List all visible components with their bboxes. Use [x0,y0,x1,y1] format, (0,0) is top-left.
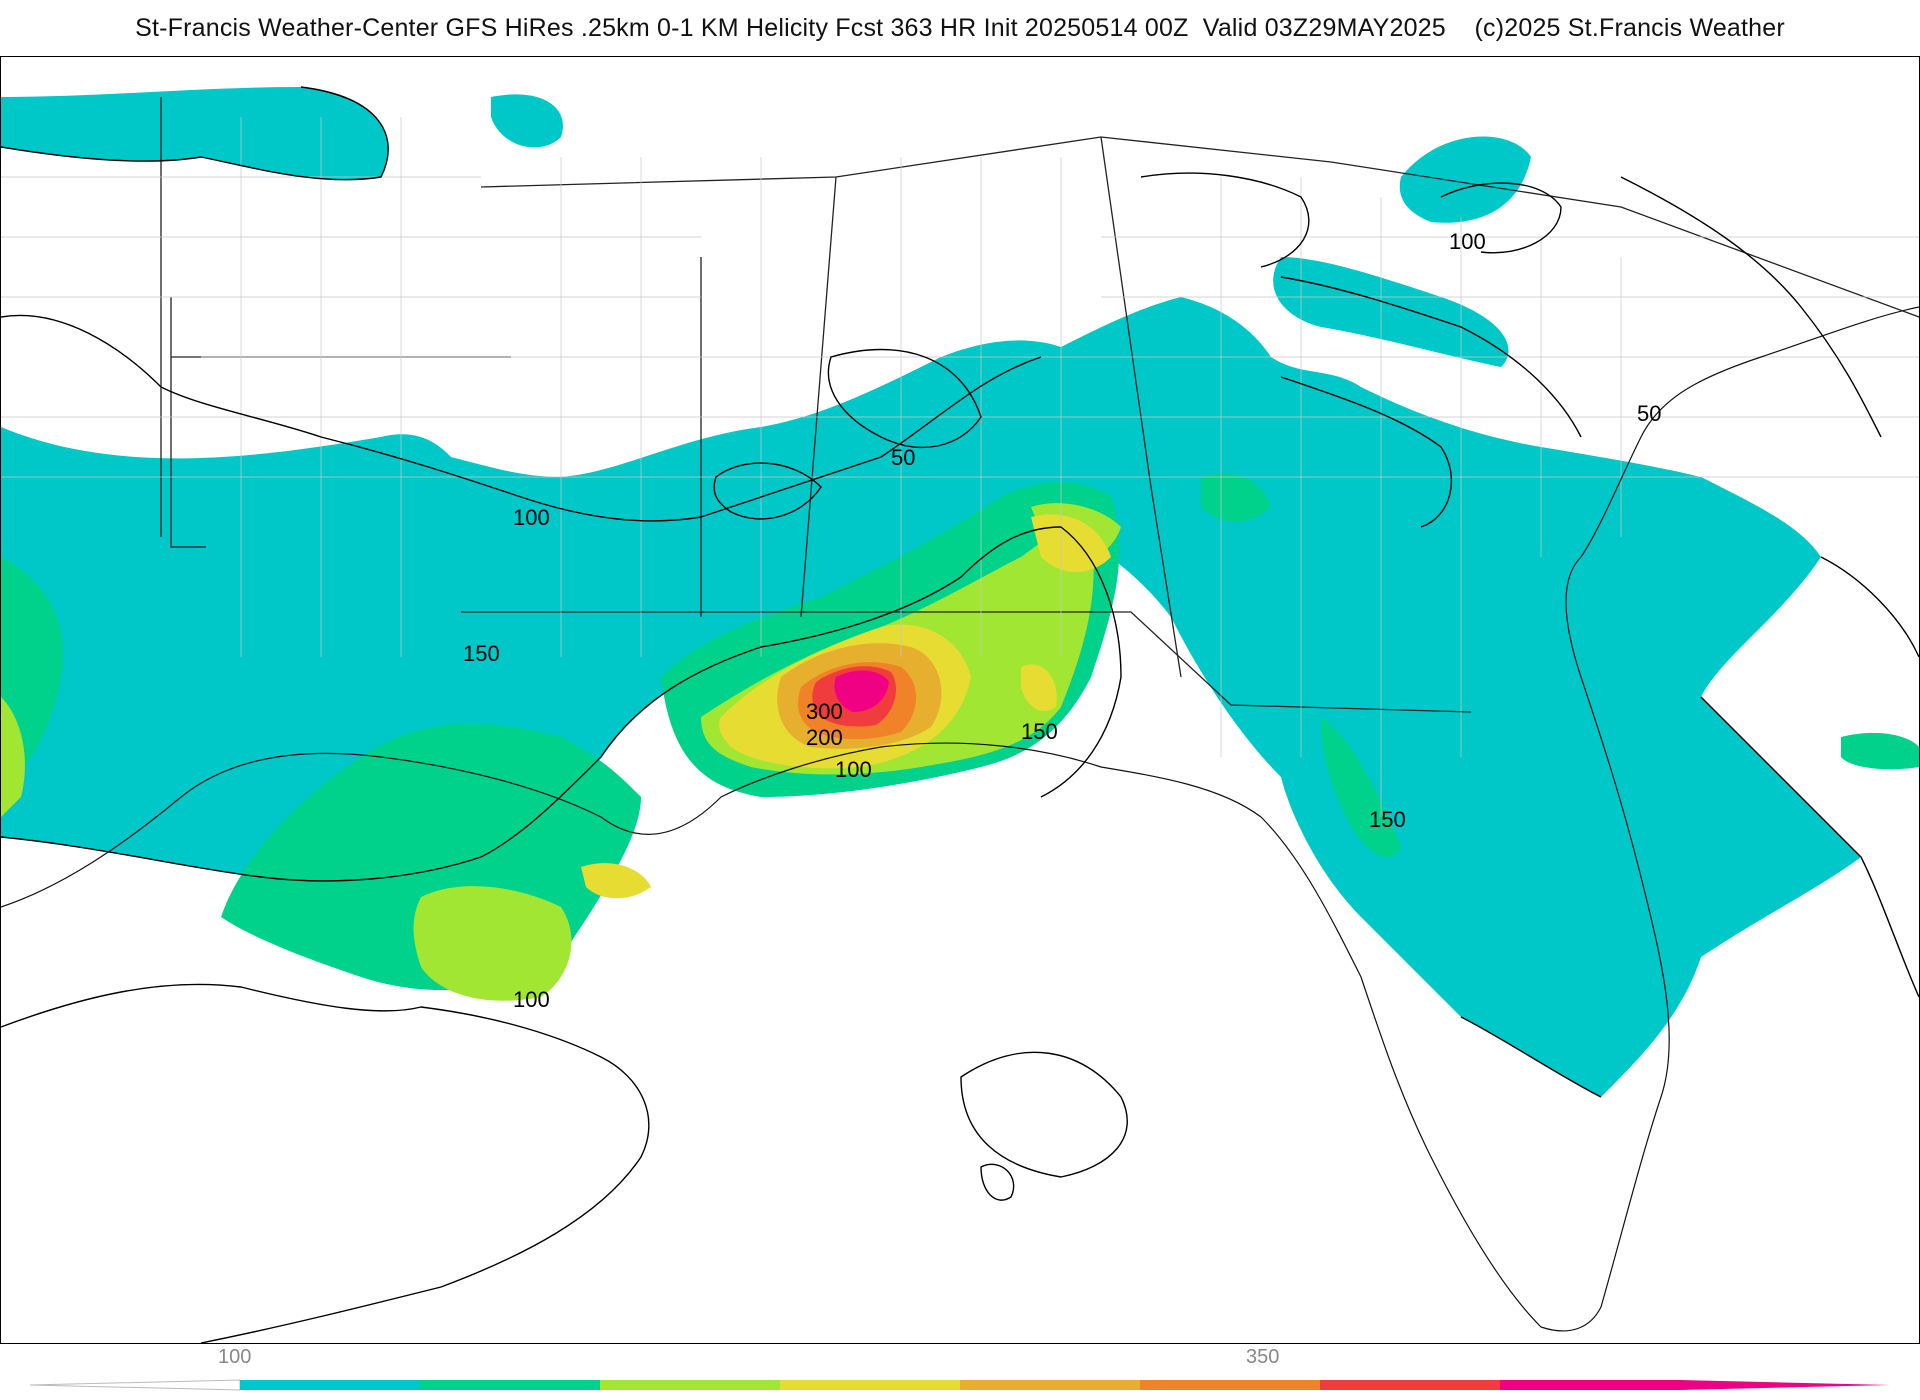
colorbar-segment [1500,1380,1681,1390]
contour-label: 50 [1637,401,1661,426]
colorbar-high-arrow [1680,1380,1890,1390]
contour-label: 100 [513,505,550,530]
contour-label: 100 [513,987,550,1012]
contour-label: 100 [835,757,872,782]
colorbar [30,1379,1890,1391]
colorbar-low-arrow [30,1379,241,1391]
colorbar-segment [600,1380,781,1390]
colorbar-segment [240,1380,421,1390]
county-lines [1,117,1919,817]
contour-label: 150 [463,641,500,666]
contour-labels: 50 50 100 100 100 100 150 150 150 200 30… [463,229,1661,1012]
colorbar-segment [960,1380,1141,1390]
colorbar-segment [420,1380,601,1390]
contour-label: 150 [1021,719,1058,744]
helicity-contours [1,86,1919,1343]
colorbar-segment [780,1380,961,1390]
colorbar-segments [240,1380,1681,1390]
helicity-fill-450 [834,670,889,712]
map-panel: 50 50 100 100 100 100 150 150 150 200 30… [0,56,1920,1344]
contour-label: 50 [891,445,915,470]
contour-label: 300 [806,699,843,724]
contour-label: 150 [1369,807,1406,832]
state-borders [160,97,1919,713]
colorbar-segment [1140,1380,1321,1390]
helicity-fill-100 [1,87,1861,1097]
colorbar-segment [1320,1380,1501,1390]
helicity-map: 50 50 100 100 100 100 150 150 150 200 30… [1,86,1919,1343]
colorbar-tick-label: 350 [1246,1346,1280,1368]
contour-label: 200 [806,725,843,750]
contour-label: 100 [1449,229,1486,254]
colorbar-tick-label: 100 [218,1346,252,1368]
map-title: St-Francis Weather-Center GFS HiRes .25k… [135,14,1785,42]
